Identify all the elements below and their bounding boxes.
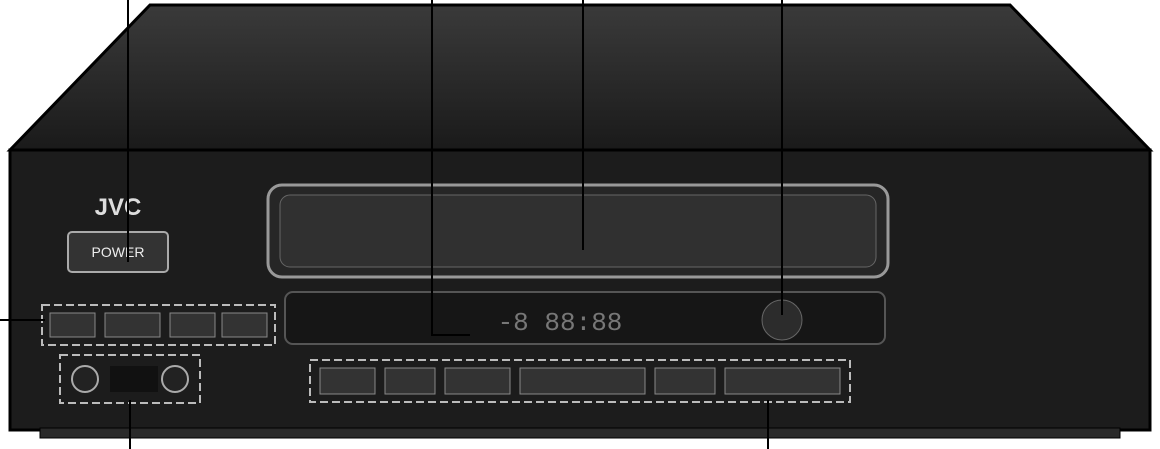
top-cover xyxy=(6,3,1154,152)
transport-button-group xyxy=(309,359,851,403)
jack xyxy=(71,365,99,393)
button[interactable] xyxy=(519,367,646,395)
button[interactable] xyxy=(104,312,161,338)
button[interactable] xyxy=(169,312,216,338)
button[interactable] xyxy=(384,367,436,395)
display-window xyxy=(284,291,886,345)
base xyxy=(39,427,1121,439)
button[interactable] xyxy=(49,312,96,338)
brand-logo: JVC xyxy=(95,194,142,221)
jack-panel xyxy=(110,366,158,392)
left-button-group xyxy=(41,304,276,346)
power-button[interactable] xyxy=(67,231,169,273)
button[interactable] xyxy=(444,367,511,395)
jack xyxy=(161,365,189,393)
button[interactable] xyxy=(319,367,376,395)
power-label: POWER xyxy=(92,244,145,260)
callout-line xyxy=(431,0,470,336)
cassette-door xyxy=(279,194,877,268)
button[interactable] xyxy=(221,312,268,338)
display-digits: -8 88:88 xyxy=(498,308,623,338)
button[interactable] xyxy=(654,367,716,395)
button[interactable] xyxy=(724,367,841,395)
